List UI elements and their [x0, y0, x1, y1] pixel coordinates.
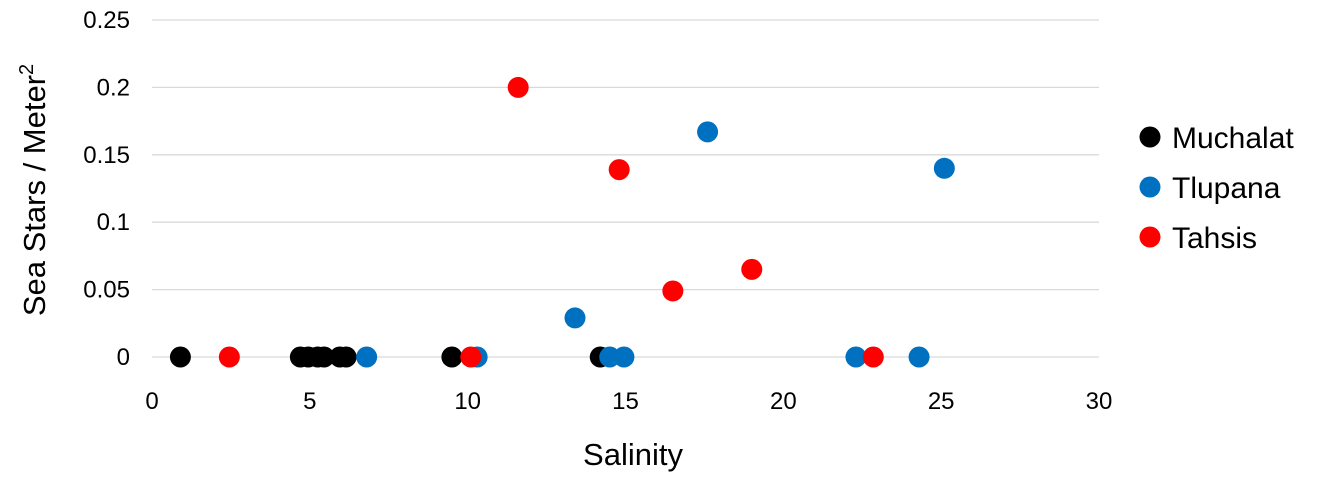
data-point [335, 346, 357, 368]
y-tick-label: 0.1 [97, 209, 130, 236]
y-tick-label: 0.05 [83, 277, 130, 304]
data-point [507, 76, 529, 98]
data-point [613, 346, 635, 368]
series-tlupana [356, 121, 955, 368]
legend-marker [1139, 126, 1161, 148]
data-point [441, 346, 463, 368]
x-tick-label: 25 [928, 388, 955, 415]
x-tick-label: 30 [1086, 388, 1113, 415]
y-axis-ticks: 0 0.05 0.1 0.15 0.2 0.25 [83, 7, 130, 371]
y-axis-title-main: Sea Stars / Meter [17, 75, 52, 316]
legend-label: Tlupana [1172, 172, 1281, 205]
data-point [564, 307, 586, 329]
legend-label: Tahsis [1172, 222, 1257, 255]
x-tick-label: 0 [145, 388, 158, 415]
data-point [845, 346, 867, 368]
legend-item-tahsis: Tahsis [1139, 222, 1257, 255]
data-point [933, 157, 955, 179]
data-point [356, 346, 378, 368]
legend-item-tlupana: Tlupana [1139, 172, 1281, 205]
x-tick-label: 5 [303, 388, 316, 415]
y-axis-title: Sea Stars / Meter2 [16, 64, 52, 316]
x-tick-label: 10 [454, 388, 481, 415]
data-point [862, 346, 884, 368]
series-muchalat [169, 346, 611, 368]
y-tick-label: 0.2 [97, 74, 130, 101]
data-point [697, 121, 719, 143]
x-axis-ticks: 0 5 10 15 20 25 30 [145, 388, 1112, 415]
legend: Muchalat Tlupana Tahsis [1139, 122, 1294, 255]
legend-label: Muchalat [1172, 122, 1294, 155]
x-tick-label: 20 [770, 388, 797, 415]
series-tahsis [218, 76, 884, 368]
legend-marker [1139, 176, 1161, 198]
y-tick-label: 0.25 [83, 7, 130, 34]
y-tick-label: 0.15 [83, 142, 130, 169]
data-point [460, 346, 482, 368]
y-axis-title-superscript: 2 [16, 64, 38, 75]
gridlines [152, 19, 1099, 291]
data-point [908, 346, 930, 368]
legend-marker [1139, 226, 1161, 248]
data-points [169, 76, 955, 368]
y-tick-label: 0 [117, 344, 130, 371]
data-point [313, 346, 335, 368]
data-point [662, 280, 684, 302]
legend-item-muchalat: Muchalat [1139, 122, 1294, 155]
x-tick-label: 15 [612, 388, 639, 415]
data-point [218, 346, 240, 368]
data-point [608, 159, 630, 181]
data-point [741, 258, 763, 280]
x-axis-title: Salinity [583, 437, 683, 472]
data-point [169, 346, 191, 368]
